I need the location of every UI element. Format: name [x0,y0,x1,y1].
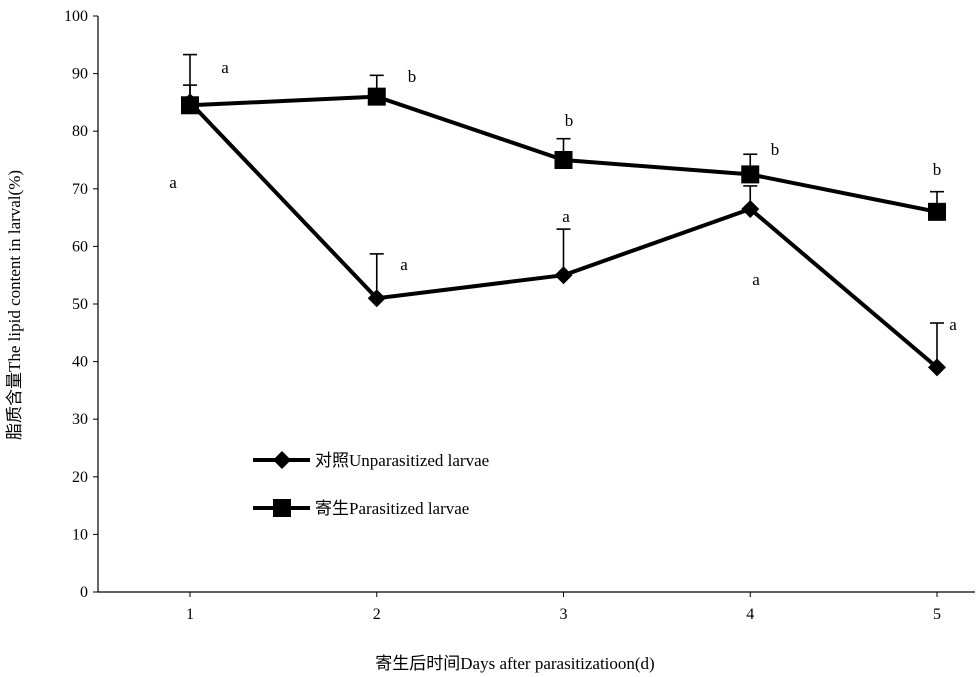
significance-letter: b [408,67,417,86]
y-tick-label: 60 [72,238,88,255]
y-tick-label: 90 [72,66,88,83]
axes: 0 10 20 30 40 50 60 70 80 90 100 1 2 3 4 5 [64,8,975,623]
x-tick-label: 4 [746,606,754,623]
y-axis-label: 脂质含量The lipid content in larval(%) [5,170,24,440]
data-point [928,202,946,221]
data-point [181,96,199,115]
series-parasitized [181,53,946,221]
y-tick-label: 70 [72,181,88,198]
y-tick-label: 40 [72,354,88,371]
data-point [367,289,386,308]
data-point [928,358,946,377]
y-tick-label: 20 [72,469,88,486]
significance-letters: a a a a a a b b b b [169,58,957,334]
data-point [741,199,760,218]
legend-item: 对照Unparasitized larvae [253,451,489,470]
significance-letter: a [169,173,177,192]
x-axis-label: 寄生后时间Days after parasitizatioon(d) [375,654,654,673]
x-tick-label: 1 [186,606,194,623]
data-point [554,266,573,285]
significance-letter: a [221,58,229,77]
y-tick-label: 80 [72,123,88,140]
data-point [554,151,573,169]
x-tick-label: 3 [560,606,568,623]
significance-letter: b [771,140,780,159]
legend-item: 寄生Parasitized larvae [253,499,469,518]
significance-letter: a [562,207,570,226]
significance-letter: b [933,160,942,179]
y-tick-label: 30 [72,411,88,428]
significance-letter: a [752,270,760,289]
data-point [741,165,760,184]
data-point [367,87,386,106]
significance-letter: b [565,111,574,130]
legend-label: 寄生Parasitized larvae [315,499,469,518]
legend-label: 对照Unparasitized larvae [315,451,489,470]
legend-marker [273,451,291,469]
significance-letter: a [400,255,408,274]
legend: 对照Unparasitized larvae 寄生Parasitized larv… [253,451,489,518]
y-tick-label: 50 [72,296,88,313]
y-tick-label: 0 [80,584,88,601]
series-layer [181,53,946,377]
series-unparasitized [181,84,946,377]
legend-marker [273,499,291,517]
significance-letter: a [949,315,957,334]
x-tick-label: 2 [373,606,381,623]
x-tick-label: 5 [933,606,941,623]
y-tick-label: 10 [72,526,88,543]
y-tick-label: 100 [64,8,88,25]
